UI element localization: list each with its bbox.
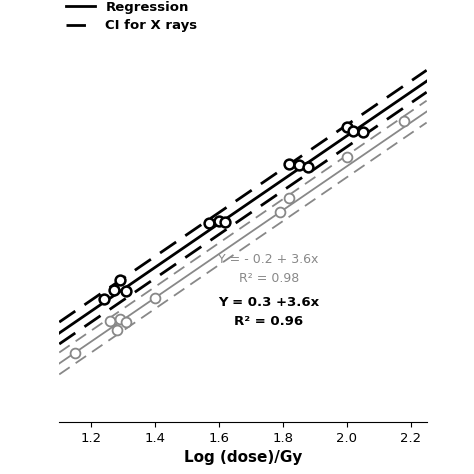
Point: [221, 218, 229, 226]
Point: [116, 315, 124, 323]
Point: [116, 277, 124, 284]
Point: [305, 164, 312, 171]
Text: Y = - 0.2 + 3.6x
R² = 0.98: Y = - 0.2 + 3.6x R² = 0.98: [219, 253, 319, 284]
Point: [285, 195, 293, 202]
Legend: Gamma Probit (sterility), Regression, CI for Gamma rays, X ray Probit (sterility: Gamma Probit (sterility), Regression, CI…: [66, 0, 270, 33]
Point: [285, 161, 293, 168]
Point: [349, 127, 357, 135]
Point: [107, 317, 114, 325]
Point: [123, 287, 130, 294]
Point: [123, 319, 130, 326]
Point: [151, 294, 159, 301]
Point: [100, 296, 108, 303]
Point: [276, 209, 283, 216]
Point: [206, 219, 213, 227]
Point: [343, 124, 351, 131]
Point: [110, 286, 118, 293]
Point: [215, 217, 223, 225]
Text: Y = 0.3 +3.6x
R² = 0.96: Y = 0.3 +3.6x R² = 0.96: [218, 296, 319, 328]
Point: [295, 161, 302, 169]
Point: [359, 128, 366, 136]
Point: [72, 349, 79, 356]
Point: [401, 117, 408, 125]
X-axis label: Log (dose)/Gy: Log (dose)/Gy: [184, 450, 302, 465]
Point: [343, 153, 351, 160]
Point: [113, 326, 120, 334]
